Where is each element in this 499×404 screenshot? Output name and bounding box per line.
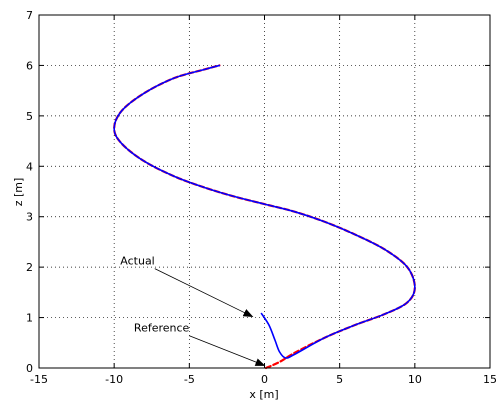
y-tick-label: 7 <box>26 9 33 22</box>
y-tick-label: 2 <box>26 261 33 274</box>
x-tick-label: -15 <box>30 373 48 386</box>
reference-annotation-label: Reference <box>134 322 190 335</box>
y-axis-label: z [m] <box>12 178 25 207</box>
annotation-layer: Actual Reference <box>120 255 266 366</box>
x-axis-label: x [m] <box>249 388 278 401</box>
y-tick-label: 1 <box>26 312 33 325</box>
y-tick-label: 5 <box>26 110 33 123</box>
x-tick-label: -10 <box>105 373 123 386</box>
series-layer <box>113 64 416 370</box>
grid-layer <box>39 15 490 368</box>
x-tick-label: 5 <box>336 373 343 386</box>
actual-series-line <box>113 64 416 359</box>
reference-annotation-arrow <box>189 335 266 366</box>
x-tick-label: 0 <box>261 373 268 386</box>
actual-annotation-arrow <box>154 268 254 318</box>
y-tick-label: 6 <box>26 59 33 72</box>
y-tick-label: 4 <box>26 160 33 173</box>
x-tick-label: 15 <box>483 373 497 386</box>
y-tick-label: 3 <box>26 211 33 224</box>
actual-annotation-label: Actual <box>120 255 154 268</box>
y-tick-label: 0 <box>26 362 33 375</box>
x-tick-label: -5 <box>184 373 195 386</box>
tick-layer: -15 -10 -5 0 5 10 15 0 1 2 3 4 5 6 7 <box>26 9 497 386</box>
x-tick-label: 10 <box>408 373 422 386</box>
